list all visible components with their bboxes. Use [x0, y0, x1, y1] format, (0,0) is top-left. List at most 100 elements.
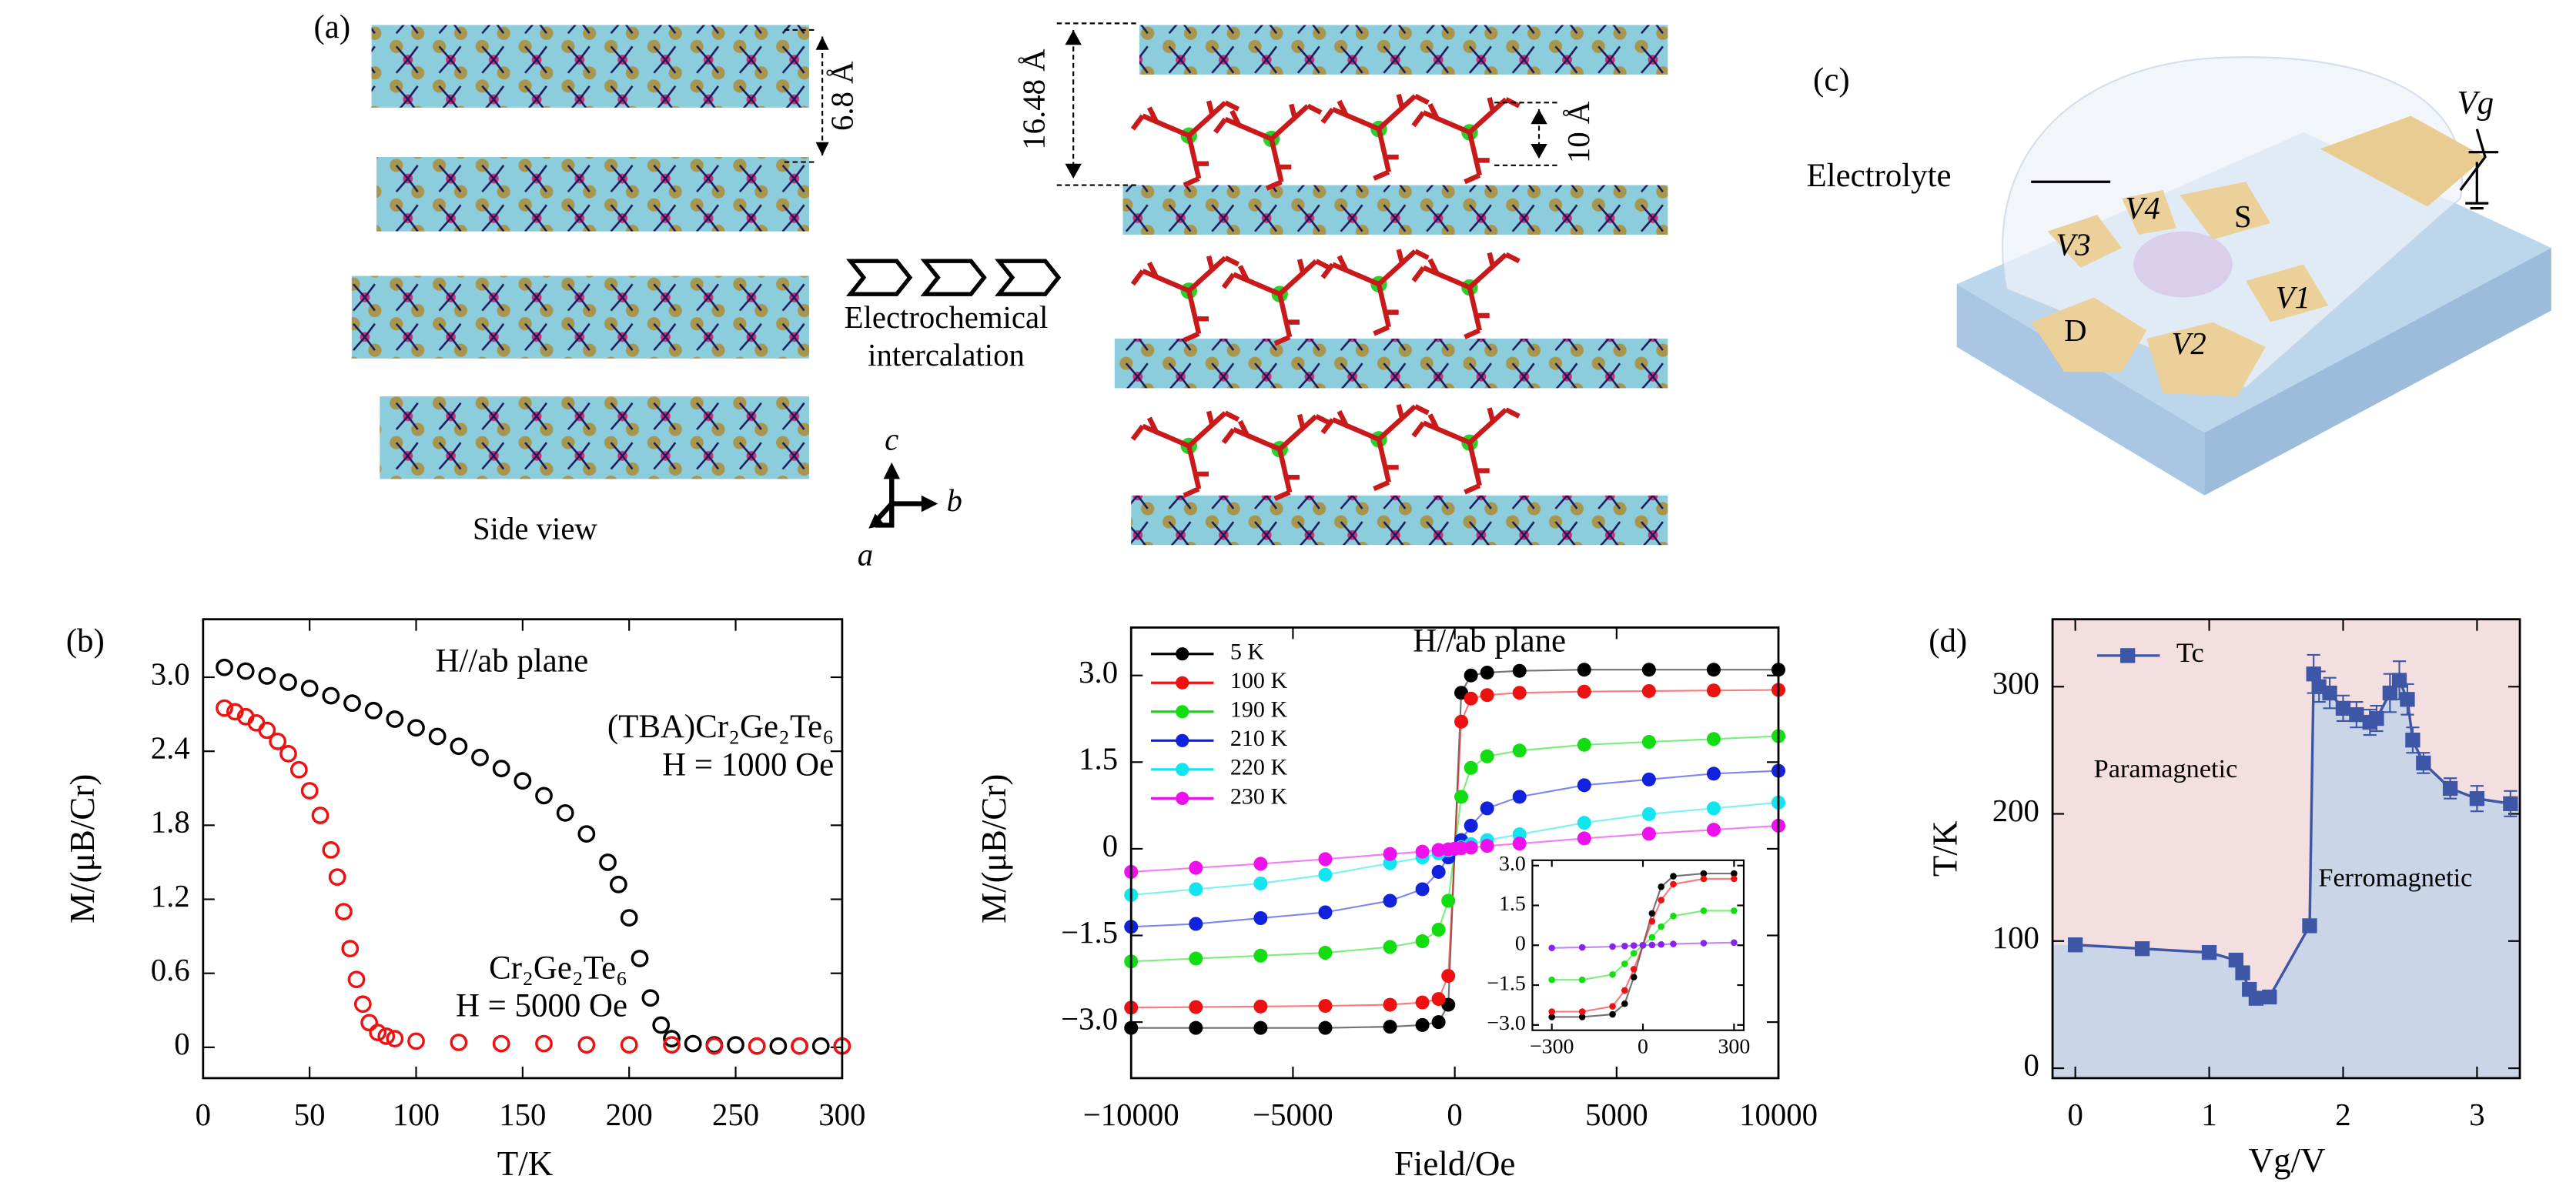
marker [1253, 948, 1268, 963]
marker [1318, 999, 1333, 1014]
marker [2248, 990, 2264, 1006]
marker [748, 1037, 766, 1055]
marker [1577, 831, 1591, 846]
marker [322, 686, 340, 705]
marker [1512, 663, 1527, 678]
x-tick-label: 0 [1447, 1097, 1462, 1132]
marker [311, 807, 330, 824]
marker [2382, 685, 2398, 701]
legend-marker [1176, 791, 1189, 805]
marker [652, 1016, 671, 1034]
marker [1670, 940, 1677, 947]
marker [1621, 943, 1628, 950]
x-tick-label: 0 [196, 1097, 211, 1132]
process-label: intercalation [868, 338, 1025, 372]
y-tick-label: 0 [1515, 932, 1526, 956]
marker [2228, 952, 2244, 968]
y-tick-label: 1.2 [151, 879, 190, 913]
marker [535, 1034, 553, 1053]
marker [2416, 755, 2431, 771]
marker [1577, 663, 1591, 677]
marker [620, 1036, 638, 1054]
marker [471, 748, 489, 767]
marker [1609, 943, 1616, 950]
panel-a: (a) 6.8 Å Side view Electrochemical inte… [314, 9, 1668, 573]
marker [1641, 772, 1656, 787]
marker [705, 1037, 724, 1055]
x-tick-label: −5000 [1253, 1097, 1333, 1132]
marker [609, 875, 627, 893]
x-tick-label: 300 [1718, 1035, 1750, 1059]
marker [2335, 700, 2351, 716]
marker [364, 701, 383, 720]
y-tick-label: −3.0 [1061, 1001, 1118, 1036]
marker [1731, 870, 1738, 877]
marker [1318, 867, 1333, 882]
marker [684, 1034, 702, 1053]
dimension-label: 6.8 Å [825, 61, 860, 131]
marker [1700, 870, 1708, 877]
marker [1253, 876, 1268, 890]
panel-label: (b) [66, 623, 105, 660]
y-tick-label: −3.0 [1487, 1011, 1526, 1035]
marker [1731, 907, 1738, 914]
marker [300, 782, 319, 800]
x-tick-label: −10000 [1083, 1097, 1179, 1132]
marker [1630, 974, 1638, 980]
marker [1431, 864, 1446, 879]
marker [269, 732, 287, 750]
marker [1441, 893, 1456, 908]
marker [1578, 944, 1586, 951]
marker [2201, 945, 2217, 960]
panel-label: (d) [1929, 623, 1967, 660]
axis-name: c [885, 422, 898, 457]
marker [1658, 897, 1664, 903]
marker [1658, 923, 1664, 930]
marker [2405, 733, 2420, 748]
contact-label: V1 [2276, 280, 2310, 315]
x-tick-label: 300 [818, 1097, 865, 1132]
marker [1700, 907, 1708, 914]
marker [1706, 823, 1721, 837]
chart: −10000 −5000 0 5000 10000 −3.0 −1.5 0 1.5 3.0 5 K 1… [975, 623, 1818, 1183]
marker [1670, 873, 1677, 880]
x-tick-label: 3 [2469, 1097, 2484, 1132]
marker [1464, 691, 1478, 706]
marker [631, 950, 649, 967]
marker [343, 694, 361, 713]
annotation: H = 1000 Oe [662, 747, 834, 783]
y-tick-label: 3.0 [1499, 852, 1526, 876]
x-tick-label: 100 [393, 1097, 440, 1132]
marker [1706, 683, 1721, 698]
legend-label: 190 K [1230, 697, 1288, 723]
annotation: Electrolyte [1806, 158, 1951, 194]
marker [791, 1037, 808, 1055]
area [2052, 673, 2521, 1078]
marker [1318, 1020, 1333, 1035]
marker [279, 673, 297, 691]
marker [1253, 910, 1268, 926]
marker [1658, 940, 1664, 948]
y-tick-label: 1.5 [1079, 742, 1118, 777]
y-tick-label: 0.6 [151, 953, 190, 987]
inset-chart: −300 0 300 −3.0 −1.5 0 1.5 3.0 [1487, 852, 1750, 1059]
marker [1577, 737, 1591, 752]
marker [599, 853, 617, 871]
marker [2503, 796, 2518, 811]
annotation: H//ab plane [435, 643, 588, 679]
marker [2235, 965, 2250, 980]
marker [620, 909, 638, 927]
marker [1639, 941, 1647, 949]
marker [1431, 1015, 1446, 1030]
marker [341, 940, 360, 958]
marker [335, 903, 353, 920]
legend-marker [1176, 647, 1189, 661]
x-axis-label: T/K [497, 1144, 554, 1183]
chart: 0 50 100 150 200 250 300 0 0.6 1.2 1.8 2.4 3.0 H//ab … [63, 618, 865, 1183]
annotation: Cr₂Ge₂Te₆ [489, 950, 627, 986]
marker [1670, 913, 1677, 920]
marker [1706, 732, 1721, 746]
x-tick-label: 0 [2067, 1097, 2083, 1132]
marker [1189, 951, 1203, 966]
panel-label: (c) [1813, 62, 1850, 98]
